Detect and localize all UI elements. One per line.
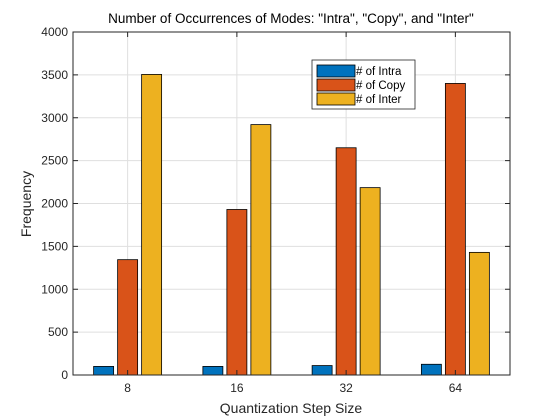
bar-inter-16 [250, 124, 272, 376]
bar-copy-16 [226, 209, 248, 376]
legend-swatch [316, 64, 356, 78]
bar-inter-32 [359, 187, 381, 376]
y-tick-label: 2000 [41, 197, 68, 211]
bar-copy-8 [117, 259, 139, 376]
x-axis-title: Quantization Step Size [220, 400, 363, 416]
x-tick-label: 64 [449, 381, 463, 395]
axes [72, 31, 511, 376]
y-axis-title: Frequency [18, 171, 34, 237]
bar-intra-16 [202, 366, 224, 376]
bar-copy-64 [444, 83, 466, 376]
axes-box [72, 31, 511, 376]
legend-label: # of Intra [356, 66, 402, 78]
y-tick-label: 0 [61, 368, 68, 382]
bar-inter-8 [141, 74, 163, 376]
x-tick-label: 32 [339, 381, 353, 395]
y-tick-label: 4000 [41, 25, 68, 39]
bar-inter-64 [468, 251, 490, 376]
legend-label: # of Copy [356, 80, 405, 92]
tick-labels: 0 500 1000 1500 2000 2500 3000 3500 4000 8 16 32 64 [41, 25, 462, 395]
y-tick-label: 2500 [41, 154, 68, 168]
bar-copy-32 [335, 147, 357, 376]
bar-intra-32 [311, 365, 333, 376]
legend: # of Intra # of Copy # of Inter [311, 59, 416, 110]
y-tick-label: 1000 [41, 282, 68, 296]
y-tick-label: 500 [48, 325, 68, 339]
bars [93, 74, 490, 376]
y-tick-label: 3500 [41, 68, 68, 82]
y-tick-label: 3000 [41, 111, 68, 125]
chart-title: Number of Occurrences of Modes: "Intra",… [108, 11, 474, 26]
bar-intra-64 [420, 363, 442, 376]
grid [73, 31, 510, 376]
legend-label: # of Inter [356, 94, 402, 106]
bar-intra-8 [93, 366, 115, 376]
y-tick-label: 1500 [41, 239, 68, 253]
legend-swatch [316, 78, 356, 92]
legend-swatch [316, 92, 356, 106]
x-tick-label: 8 [124, 381, 131, 395]
x-tick-label: 16 [230, 381, 244, 395]
